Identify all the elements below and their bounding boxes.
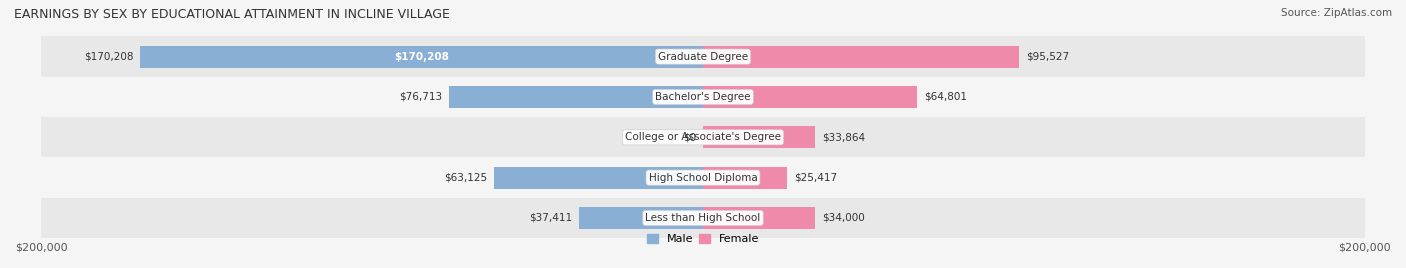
Bar <box>41 198 1365 238</box>
Text: $64,801: $64,801 <box>924 92 967 102</box>
Text: Less than High School: Less than High School <box>645 213 761 223</box>
Text: $63,125: $63,125 <box>444 173 488 183</box>
Text: $37,411: $37,411 <box>530 213 572 223</box>
Text: College or Associate's Degree: College or Associate's Degree <box>626 132 780 142</box>
Bar <box>449 86 703 108</box>
Text: Source: ZipAtlas.com: Source: ZipAtlas.com <box>1281 8 1392 18</box>
Bar <box>579 207 703 229</box>
Text: Bachelor's Degree: Bachelor's Degree <box>655 92 751 102</box>
Text: $170,208: $170,208 <box>394 52 449 62</box>
Text: Graduate Degree: Graduate Degree <box>658 52 748 62</box>
Text: EARNINGS BY SEX BY EDUCATIONAL ATTAINMENT IN INCLINE VILLAGE: EARNINGS BY SEX BY EDUCATIONAL ATTAINMEN… <box>14 8 450 21</box>
Text: $33,864: $33,864 <box>821 132 865 142</box>
Bar <box>41 117 1365 158</box>
Bar <box>41 77 1365 117</box>
Bar <box>41 158 1365 198</box>
Bar <box>41 36 1365 77</box>
Bar <box>703 166 787 189</box>
Bar <box>703 126 815 148</box>
Legend: Male, Female: Male, Female <box>643 230 763 249</box>
Bar <box>703 46 1019 68</box>
Bar <box>703 207 815 229</box>
Text: $0: $0 <box>683 132 696 142</box>
Text: $34,000: $34,000 <box>823 213 865 223</box>
Text: $25,417: $25,417 <box>794 173 837 183</box>
Text: High School Diploma: High School Diploma <box>648 173 758 183</box>
Text: $170,208: $170,208 <box>84 52 134 62</box>
Bar <box>703 86 917 108</box>
Text: $76,713: $76,713 <box>399 92 443 102</box>
Bar <box>494 166 703 189</box>
Bar <box>139 46 703 68</box>
Text: $95,527: $95,527 <box>1025 52 1069 62</box>
